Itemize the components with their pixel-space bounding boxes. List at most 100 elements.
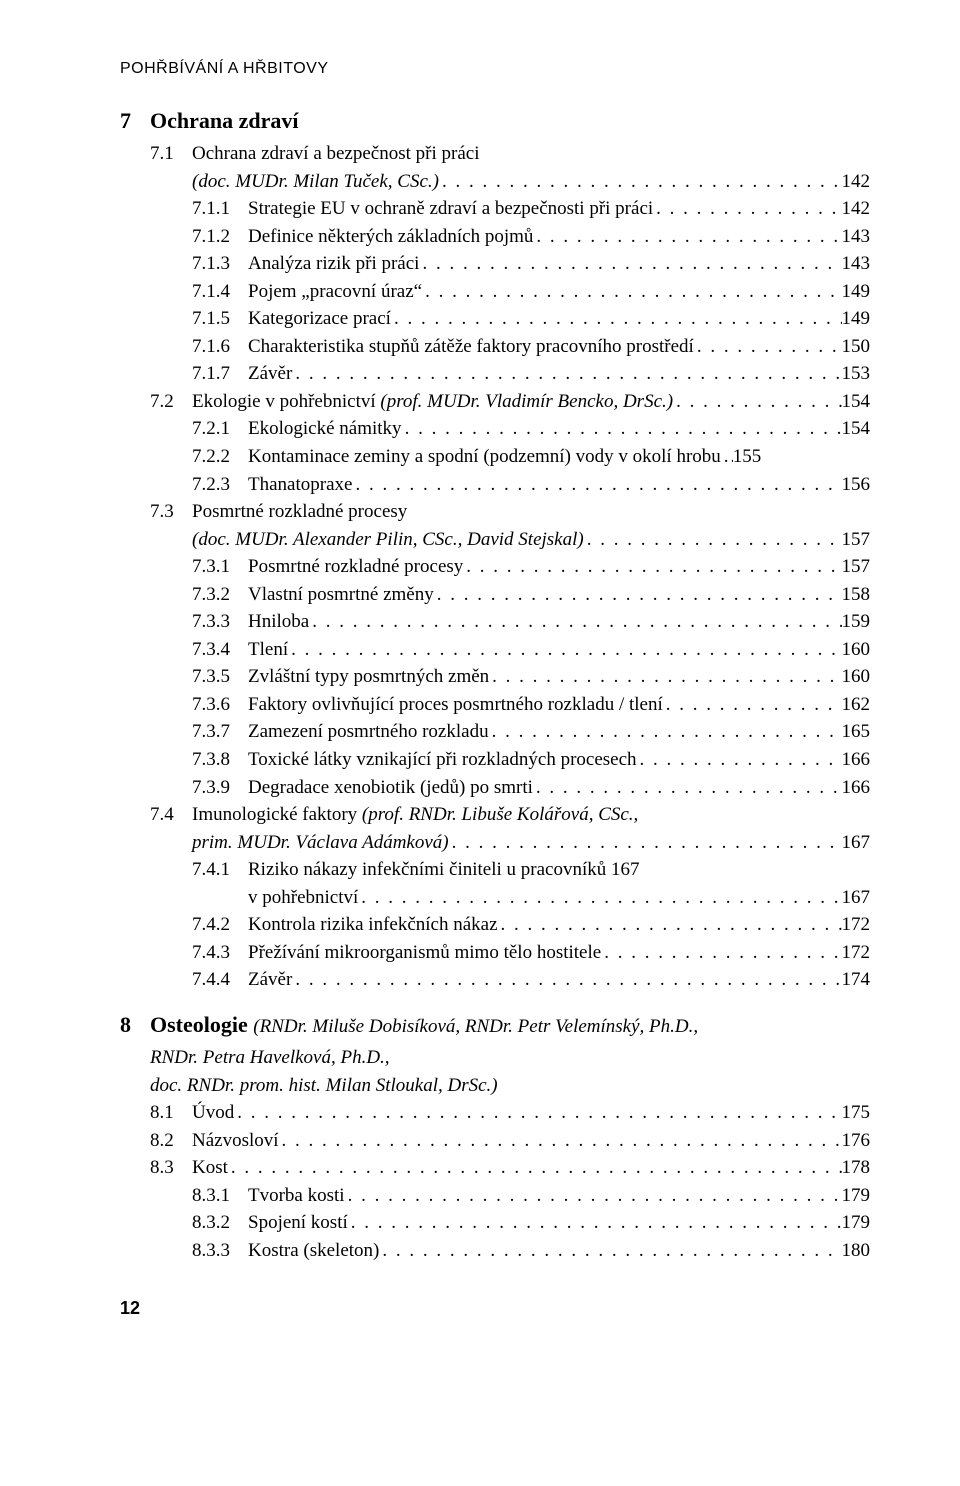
toc-num: 7.1.1 (192, 195, 248, 223)
toc-page: 176 (842, 1127, 871, 1155)
leader-dots (419, 250, 841, 278)
leader-dots (489, 663, 841, 691)
toc-text: Faktory ovlivňující proces posmrtného ro… (248, 691, 663, 719)
toc-7-1-1: 7.1.1 Strategie EU v ochraně zdraví a be… (192, 195, 870, 223)
toc-7-3-author: (doc. MUDr. Alexander Pilin, CSc., David… (192, 526, 870, 554)
chapter-8-author-line2: RNDr. Petra Havelková, Ph.D., (150, 1044, 870, 1072)
toc-7-3-6: 7.3.6 Faktory ovlivňující proces posmrtn… (192, 691, 870, 719)
toc-text: Kontrola rizika infekčních nákaz (248, 911, 498, 939)
toc-page: 149 (842, 278, 871, 306)
section-spacer (120, 994, 870, 1012)
toc-8-2: 8.2 Názvosloví 176 (150, 1127, 870, 1155)
toc-text: Hniloba (248, 608, 309, 636)
toc-text: Ochrana zdraví a bezpečnost při práci (192, 140, 480, 168)
toc-page: 160 (842, 636, 871, 664)
toc-num: 7.3.5 (192, 663, 248, 691)
toc-8-3-3: 8.3.3 Kostra (skeleton) 180 (192, 1237, 870, 1265)
toc-page: 153 (842, 360, 871, 388)
toc-page: 155 (733, 443, 762, 471)
toc-text: Imunologické faktory (prof. RNDr. Libuše… (192, 801, 638, 829)
toc-num: 8.2 (150, 1127, 192, 1155)
leader-dots: . (721, 443, 733, 471)
toc-text: Zvláštní typy posmrtných změn (248, 663, 489, 691)
toc-num: 7.4.1 (192, 856, 248, 884)
toc-7-2: 7.2 Ekologie v pohřebnictví (prof. MUDr.… (150, 388, 870, 416)
toc-7-2-2: 7.2.2 Kontaminace zeminy a spodní (podze… (192, 443, 870, 471)
toc-author: (prof. MUDr. Vladimír Bencko, DrSc.) (380, 391, 673, 412)
leader-dots (345, 1182, 842, 1210)
leader-dots (288, 636, 841, 664)
toc-text: Závěr (248, 360, 292, 388)
toc-7-2-3: 7.2.3 Thanatopraxe 156 (192, 471, 870, 499)
toc-text-plain: Imunologické faktory (192, 804, 362, 825)
toc-num: 8.3.2 (192, 1209, 248, 1237)
toc-page: 179 (842, 1209, 871, 1237)
toc-page: 180 (842, 1237, 871, 1265)
toc-text: Degradace xenobiotik (jedů) po smrti (248, 774, 533, 802)
toc-page: 167 (842, 829, 871, 857)
toc-7-2-1: 7.2.1 Ekologické námitky 154 (192, 415, 870, 443)
toc-7-4-3: 7.4.3 Přežívání mikroorganismů mimo tělo… (192, 939, 870, 967)
toc-page: 158 (842, 581, 871, 609)
toc-text: Ekologie v pohřebnictví (prof. MUDr. Vla… (192, 388, 673, 416)
toc-text: Tlení (248, 636, 288, 664)
toc-num: 7.3.7 (192, 718, 248, 746)
leader-dots (584, 526, 842, 554)
toc-num: 7.3.3 (192, 608, 248, 636)
toc-num: 7.1.6 (192, 333, 248, 361)
toc-text: Kategorizace prací (248, 305, 391, 333)
toc-page: 172 (842, 939, 871, 967)
chapter-8-title: 8 Osteologie (RNDr. Miluše Dobisíková, R… (120, 1012, 870, 1038)
toc-text: Definice některých základních pojmů (248, 223, 533, 251)
leader-dots (292, 966, 841, 994)
toc-7-3-7: 7.3.7 Zamezení posmrtného rozkladu 165 (192, 718, 870, 746)
toc-num: 7.3.2 (192, 581, 248, 609)
toc-page: 156 (842, 471, 871, 499)
toc-author: doc. RNDr. prom. hist. Milan Stloukal, D… (150, 1072, 498, 1100)
leader-dots (434, 581, 842, 609)
toc-text: Spojení kostí (248, 1209, 348, 1237)
toc-num: 7.4 (150, 801, 192, 829)
leader-dots (422, 278, 841, 306)
toc-page: 157 (842, 526, 871, 554)
leader-dots (391, 305, 842, 333)
leader-dots (309, 608, 841, 636)
toc-7-3-1: 7.3.1 Posmrtné rozkladné procesy 157 (192, 553, 870, 581)
toc-7-1-4: 7.1.4 Pojem „pracovní úraz“ 149 (192, 278, 870, 306)
toc-page: 154 (842, 388, 871, 416)
toc-num: 7.2.2 (192, 443, 248, 471)
toc-8-3: 8.3 Kost 178 (150, 1154, 870, 1182)
leader-dots (379, 1237, 841, 1265)
toc-text: Závěr (248, 966, 292, 994)
leader-dots (463, 553, 841, 581)
toc-text: Strategie EU v ochraně zdraví a bezpečno… (248, 195, 653, 223)
toc-num: 8.3 (150, 1154, 192, 1182)
toc-text: Analýza rizik při práci (248, 250, 419, 278)
toc-page: 166 (842, 774, 871, 802)
chapter-8-name-text: Osteologie (150, 1012, 253, 1037)
toc-num: 7.4.2 (192, 911, 248, 939)
toc-7-1-2: 7.1.2 Definice některých základních pojm… (192, 223, 870, 251)
toc-text: Kontaminace zeminy a spodní (podzemní) v… (248, 443, 721, 471)
chapter-8-author-line3: doc. RNDr. prom. hist. Milan Stloukal, D… (150, 1072, 870, 1100)
toc-page: 149 (842, 305, 871, 333)
toc-page: 142 (842, 168, 871, 196)
toc-author: (doc. MUDr. Alexander Pilin, CSc., David… (192, 526, 584, 554)
leader-dots (694, 333, 842, 361)
toc-page: 142 (842, 195, 871, 223)
leader-dots (663, 691, 842, 719)
toc-num: 7.3.4 (192, 636, 248, 664)
leader-dots (637, 746, 842, 774)
toc-num: 7.1.5 (192, 305, 248, 333)
leader-dots (449, 829, 842, 857)
toc-num: 7.1 (150, 140, 192, 168)
toc-text: Charakteristika stupňů zátěže faktory pr… (248, 333, 694, 361)
toc-page: 174 (842, 966, 871, 994)
toc-page: 172 (842, 911, 871, 939)
page-container: POHŘBÍVÁNÍ A HŘBITOVY 7 Ochrana zdraví 7… (0, 0, 960, 1359)
toc-num: 7.3.9 (192, 774, 248, 802)
toc-text: Přežívání mikroorganismů mimo tělo hosti… (248, 939, 601, 967)
toc-num: 7.1.4 (192, 278, 248, 306)
toc-text: Úvod (192, 1099, 234, 1127)
toc-text: Vlastní posmrtné změny (248, 581, 434, 609)
